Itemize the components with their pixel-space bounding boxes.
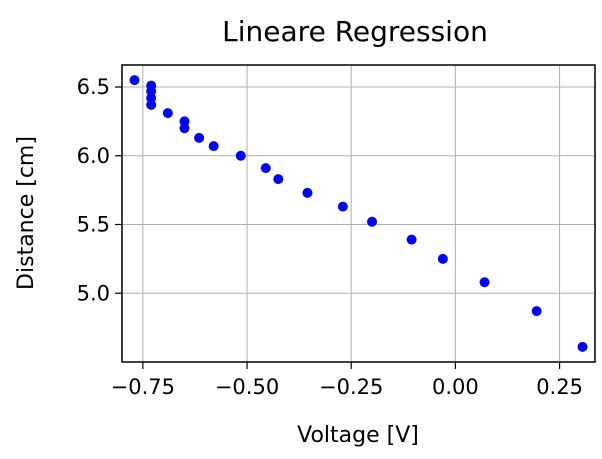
data-point [146, 93, 157, 103]
data-point [146, 86, 157, 97]
data-point [302, 187, 313, 198]
data-point [179, 116, 190, 127]
data-point [531, 306, 542, 317]
data-point [162, 108, 173, 119]
y-tick-label: 5.5 [77, 213, 110, 237]
y-axis-ticks: 5.0 5.5 6.0 6.5 [77, 75, 122, 305]
y-tick-label: 6.0 [77, 144, 110, 168]
x-tick-label: 0.00 [432, 375, 479, 399]
data-points [129, 75, 588, 352]
x-tick-label: −0.25 [319, 375, 383, 399]
data-point [577, 341, 588, 352]
x-axis-label: Voltage [V] [297, 423, 419, 448]
x-tick-label: −0.50 [215, 375, 279, 399]
data-point [406, 234, 417, 245]
x-tick-label: 0.25 [536, 375, 583, 399]
data-point [273, 174, 284, 185]
grid-lines [122, 65, 595, 362]
y-axis-label: Distance [cm] [14, 136, 39, 290]
data-point [337, 201, 348, 212]
data-point [194, 132, 205, 143]
data-point [260, 163, 271, 174]
data-point [179, 123, 190, 134]
data-point [437, 253, 448, 264]
x-axis-ticks: −0.75 −0.50 −0.25 0.00 0.25 [111, 362, 583, 399]
data-point [235, 150, 246, 161]
data-point [129, 75, 140, 86]
plot-frame [121, 64, 596, 363]
data-point [367, 216, 378, 227]
data-point [208, 141, 219, 152]
y-tick-label: 6.5 [77, 75, 110, 99]
data-point [479, 277, 490, 288]
data-point [146, 99, 157, 110]
chart-title: Lineare Regression [222, 15, 488, 48]
x-tick-label: −0.75 [111, 375, 175, 399]
y-tick-label: 5.0 [77, 281, 110, 305]
